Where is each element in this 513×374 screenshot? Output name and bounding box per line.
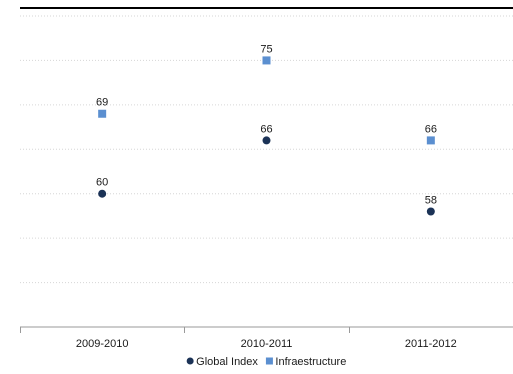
x-tick-label: 2011-2012: [405, 338, 457, 350]
legend-label: Infraestructure: [275, 356, 346, 368]
x-tick-label: 2010-2011: [241, 338, 293, 350]
global-index-data-label: 66: [260, 123, 272, 135]
legend-marker-circle: [186, 357, 194, 365]
infraestructure-point: [426, 136, 435, 145]
global-index-point: [262, 136, 271, 145]
global-index-data-label: 58: [425, 194, 437, 206]
legend-item: Infraestructure: [265, 356, 346, 368]
infraestructure-point: [262, 56, 271, 65]
legend: Global Index Infraestructure: [186, 356, 346, 368]
infraestructure-data-label: 75: [260, 43, 272, 55]
gridlines: [20, 15, 513, 284]
legend-label: Global Index: [196, 356, 258, 368]
global-index-point: [426, 207, 435, 216]
infraestructure-data-label: 69: [96, 97, 108, 109]
legend-item: Global Index: [186, 356, 258, 368]
global-index-point: [98, 189, 107, 198]
infraestructure-point: [98, 109, 107, 118]
infraestructure-data-label: 66: [425, 123, 437, 135]
series-marks: [98, 56, 435, 216]
data-labels: 60 66 58 69 75 66: [96, 43, 437, 206]
legend-marker-square: [265, 357, 273, 365]
x-axis: 2009-2010 2010-2011 2011-2012: [20, 326, 513, 350]
x-tick-label: 2009-2010: [76, 338, 129, 350]
global-index-data-label: 60: [96, 177, 108, 189]
